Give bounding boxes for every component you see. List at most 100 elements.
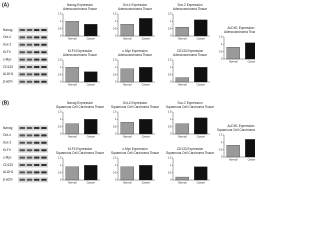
x-tick-label: Cancer xyxy=(197,135,205,139)
x-tick-label: Cancer xyxy=(248,60,255,64)
y-tick-label: 1 xyxy=(221,140,223,144)
y-tick-label: 1.5 xyxy=(58,156,62,160)
bar xyxy=(245,42,255,60)
bar xyxy=(84,24,98,37)
y-tick-label: 0.5 xyxy=(113,26,117,30)
bar xyxy=(175,176,189,181)
chart-subtitle: Squamous Cell Carcinoma Tissue xyxy=(111,105,159,109)
blot-band xyxy=(26,43,33,46)
blot-band xyxy=(19,171,26,174)
y-tick-label: 0.5 xyxy=(58,170,62,174)
chart-subtitle: Adenocarcinoma Tissue xyxy=(173,53,207,57)
chart-title: Nanog Expression xyxy=(67,101,93,105)
blot-strip xyxy=(18,132,48,138)
chart-title: Sox-2 Expression xyxy=(178,101,203,105)
bar xyxy=(194,166,208,181)
bar xyxy=(84,165,98,181)
y-tick-label: 0 xyxy=(221,155,223,159)
chart-title: KLF4 Expression xyxy=(68,49,92,53)
blot-strip xyxy=(18,177,48,183)
x-tick-label: Normal xyxy=(123,83,132,87)
blot-band xyxy=(19,149,26,152)
blot-band xyxy=(41,149,47,152)
blot-band xyxy=(19,51,26,54)
x-tick-label: Normal xyxy=(68,37,77,41)
bar xyxy=(65,123,79,135)
blot-band xyxy=(19,73,26,76)
blot-band xyxy=(19,156,26,159)
chart-subtitle: Squamous Cell Carcinoma Tissue xyxy=(217,128,255,132)
blot-strip xyxy=(18,140,48,146)
x-tick-label: Cancer xyxy=(197,181,205,185)
bar xyxy=(175,123,189,135)
y-tick-label: 0 xyxy=(170,178,172,182)
y-tick-label: 1 xyxy=(60,117,62,121)
blot-band xyxy=(26,58,33,61)
y-tick-label: 1.5 xyxy=(219,35,223,39)
y-tick-label: 1 xyxy=(115,19,117,23)
x-tick-label: Normal xyxy=(178,181,187,185)
chart-title: c-Myc Expression xyxy=(122,147,147,151)
blot-label: c-Myc xyxy=(3,155,12,159)
x-tick-label: Normal xyxy=(178,37,187,41)
blot-band xyxy=(41,66,47,68)
blot-band xyxy=(19,36,26,39)
x-tick-label: Cancer xyxy=(248,158,255,162)
chart-title: ALDH1 Expression xyxy=(228,26,255,30)
y-tick-label: 0 xyxy=(170,80,172,84)
blot-band xyxy=(19,164,26,166)
y-tick-label: 1.5 xyxy=(113,58,117,62)
blot-strip xyxy=(18,57,48,63)
x-tick-label: Normal xyxy=(68,135,77,139)
y-tick-label: 0.5 xyxy=(113,124,117,128)
blot-band xyxy=(19,58,26,61)
panel-label: (A) xyxy=(2,2,9,8)
blot-label: ALDH1 xyxy=(3,170,14,174)
y-tick-label: 1.5 xyxy=(219,133,223,137)
y-tick-label: 0 xyxy=(170,34,172,38)
blot-band xyxy=(33,73,40,76)
blot-band xyxy=(41,51,47,54)
y-tick-label: 1 xyxy=(170,117,172,121)
bar xyxy=(139,165,153,181)
y-tick-label: 0 xyxy=(115,34,117,38)
blot-band xyxy=(26,127,33,129)
chart-subtitle: Adenocarcinoma Tissue xyxy=(118,7,152,11)
y-tick-label: 0.5 xyxy=(168,124,172,128)
blot-band xyxy=(26,134,33,137)
bar xyxy=(65,67,79,83)
blot-strip xyxy=(18,64,48,70)
bar xyxy=(120,166,134,181)
blot-band xyxy=(19,80,26,83)
blot-strip xyxy=(18,147,48,153)
y-tick-label: 1.5 xyxy=(168,156,172,160)
blot-band xyxy=(41,127,47,129)
blot-band xyxy=(41,36,47,39)
blot-band xyxy=(26,29,33,31)
y-tick-label: 0 xyxy=(221,57,223,61)
y-tick-label: 1.5 xyxy=(168,110,172,114)
bar xyxy=(84,71,98,83)
x-tick-label: Normal xyxy=(123,135,132,139)
y-tick-label: 0 xyxy=(60,80,62,84)
y-tick-label: 0 xyxy=(115,132,117,136)
y-tick-label: 1 xyxy=(60,163,62,167)
blot-band xyxy=(26,164,33,166)
blot-band xyxy=(26,36,33,39)
x-tick-label: Cancer xyxy=(142,135,150,139)
y-tick-label: 1 xyxy=(115,117,117,121)
blot-band xyxy=(26,66,33,68)
y-tick-label: 1.5 xyxy=(113,156,117,160)
blot-label: KLF4 xyxy=(3,50,11,54)
blot-band xyxy=(41,134,47,137)
chart-subtitle: Adenocarcinoma Tissue xyxy=(224,30,255,34)
chart-subtitle: Squamous Cell Carcinoma Tissue xyxy=(166,151,214,155)
bar xyxy=(194,117,208,135)
blot-label: KLF4 xyxy=(3,148,11,152)
blot-band xyxy=(33,29,40,31)
y-tick-label: 0.5 xyxy=(113,170,117,174)
blot-band xyxy=(26,51,33,54)
x-tick-label: Cancer xyxy=(142,83,150,87)
blot-label: CD133 xyxy=(3,65,13,69)
blot-band xyxy=(33,178,40,181)
